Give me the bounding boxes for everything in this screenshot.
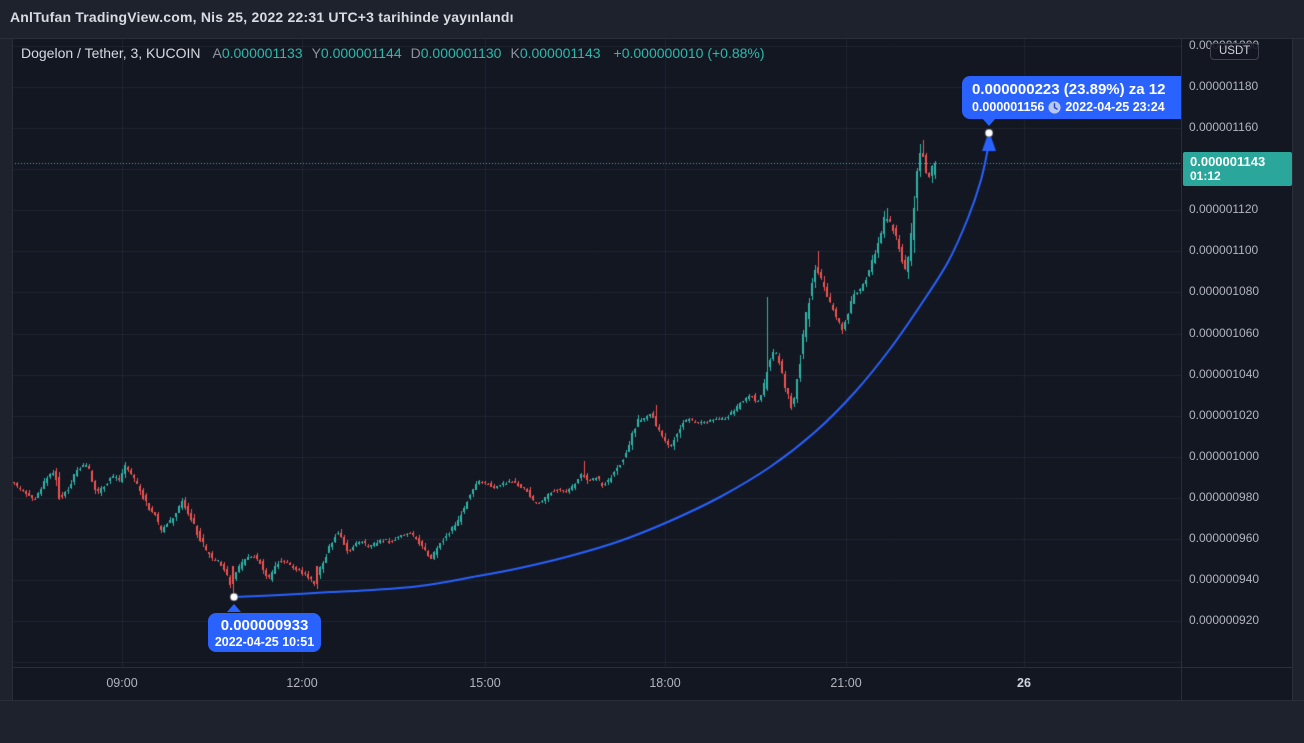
footer-border: [0, 700, 1304, 701]
ohlc-field: K0.000001143: [510, 45, 601, 61]
price-tick-label: 0.000001160: [1189, 120, 1259, 135]
price-tick-label: 0.000000940: [1189, 571, 1260, 586]
callout-pointer-up: [227, 604, 241, 612]
ohlc-field: Y0.000001144: [311, 45, 402, 61]
symbol-legend: Dogelon / Tether, 3, KUCOIN A0.000001133 Y…: [21, 45, 765, 61]
last-price-badge: 0.000001143 01:12: [1183, 152, 1292, 186]
time-tick-label: 09:00: [106, 676, 138, 690]
symbol-title[interactable]: Dogelon / Tether, 3, KUCOIN: [21, 45, 201, 61]
price-tick-label: 0.000000960: [1189, 530, 1260, 545]
footer-bar: TradingView: [0, 701, 1304, 743]
pane-border-top: [0, 38, 1304, 39]
low-time: 2022-04-25 10:51: [214, 635, 315, 649]
change-value: +0.000000010 (+0.88%): [613, 45, 765, 61]
ohlc-values: A0.000001133 Y0.000001144 D0.000001130 K0.0…: [213, 45, 610, 61]
pane-border-right: [1292, 38, 1293, 700]
annotation-overlay: 0.000000223 (23.89%) za 12 0.000001156 2…: [12, 38, 1181, 667]
candle-countdown: 01:12: [1190, 169, 1221, 183]
pane-border-left: [12, 38, 13, 700]
price-tick-label: 0.000001080: [1189, 284, 1260, 299]
range-target-text: 0.000001156 2022-04-25 23:24: [962, 98, 1181, 119]
price-axis-border: [1181, 38, 1182, 700]
target-time: 2022-04-25 23:24: [1065, 100, 1165, 114]
price-range-callout[interactable]: 0.000000223 (23.89%) za 12 0.000001156 2…: [962, 76, 1181, 119]
time-axis[interactable]: 09:00 12:00 15:00 18:00 21:00 26: [12, 667, 1292, 700]
last-price: 0.000001143: [1190, 154, 1266, 169]
time-axis-border: [12, 667, 1292, 668]
time-tick-label: 15:00: [469, 676, 501, 690]
low-point-callout[interactable]: 0.000000933 2022-04-25 10:51: [208, 613, 321, 652]
price-tick-label: 0.000001060: [1189, 325, 1260, 340]
currency-unit-button[interactable]: USDT: [1210, 43, 1260, 60]
price-tick-label: 0.000001040: [1189, 366, 1260, 381]
price-tick-label: 0.000001120: [1189, 202, 1259, 217]
price-tick-label: 0.000001000: [1189, 448, 1260, 463]
price-tick-label: 0.000001020: [1189, 407, 1260, 422]
range-change-text: 0.000000223 (23.89%) za 12: [972, 81, 1166, 98]
price-axis[interactable]: USDT 0.000001143 01:12 0.0000012000.0000…: [1182, 38, 1292, 667]
low-price: 0.000000933: [220, 617, 309, 634]
ohlc-field: D0.000001130: [410, 45, 502, 61]
publication-title: AnlTufan TradingView.com, Nis 25, 2022 2…: [10, 9, 514, 25]
clock-icon: [1048, 100, 1061, 114]
price-tick-label: 0.000000980: [1189, 489, 1260, 504]
time-tick-label: 18:00: [649, 676, 681, 690]
price-tick-label: 0.000001100: [1189, 243, 1259, 258]
callout-pointer-down: [982, 118, 996, 126]
ohlc-field: A0.000001133: [212, 45, 303, 61]
price-tick-label: 0.000001180: [1189, 79, 1259, 94]
price-tick-label: 0.000000920: [1189, 613, 1260, 627]
time-tick-label: 21:00: [830, 676, 862, 690]
candlestick-chart-canvas[interactable]: [12, 38, 1181, 667]
time-tick-label: 26: [1017, 676, 1031, 690]
target-price: 0.000001156: [972, 100, 1045, 114]
time-tick-label: 12:00: [286, 676, 318, 690]
